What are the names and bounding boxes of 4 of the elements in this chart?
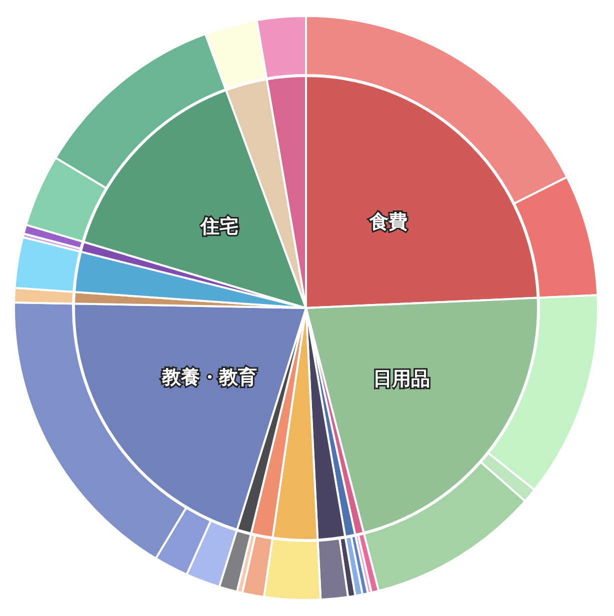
slice-label: 日用品	[373, 368, 430, 390]
slice-label: 教養・教育	[161, 366, 258, 389]
slice-label: 食費	[368, 211, 408, 234]
slice-label: 住宅	[199, 216, 238, 238]
